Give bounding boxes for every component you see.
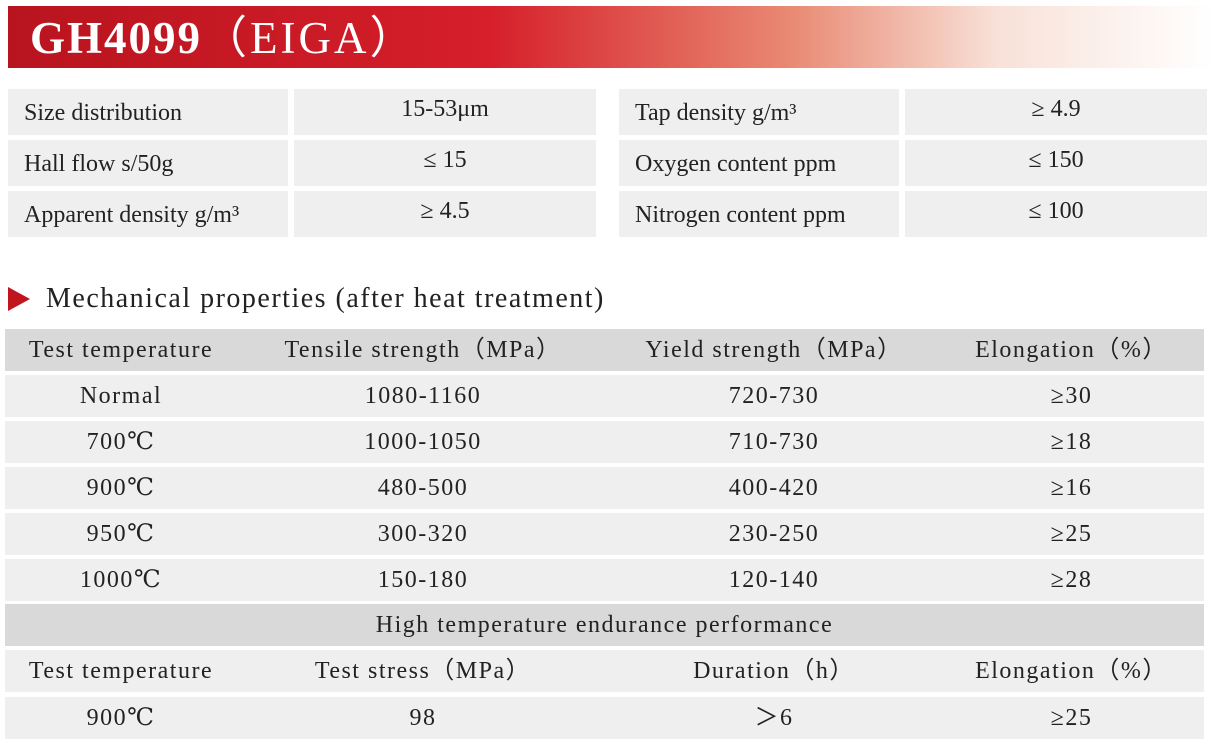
cell-yield: 120-140 bbox=[728, 567, 820, 593]
cell-yield: 710-730 bbox=[728, 429, 820, 455]
page-title: GH4099（EIGA） bbox=[30, 10, 417, 66]
cell-duration: ＞6 bbox=[754, 705, 794, 731]
table-row: 700℃ 1000-1050 710-730 ≥18 bbox=[5, 421, 1204, 463]
powder-value-apparent-density: ≥ 4.5 bbox=[294, 191, 596, 237]
cell-tensile: 480-500 bbox=[377, 475, 469, 501]
powder-label-tap-density: Tap density g/m³ bbox=[619, 89, 899, 135]
process-name: （EIGA） bbox=[202, 13, 418, 63]
powder-label-hall-flow: Hall flow s/50g bbox=[8, 140, 288, 186]
cell-elongation: ≥28 bbox=[1050, 567, 1093, 593]
endurance-title: High temperature endurance performance bbox=[375, 612, 834, 638]
product-name: GH4099 bbox=[30, 13, 203, 63]
cell-tensile: 1080-1160 bbox=[364, 383, 482, 409]
cell-temperature: Normal bbox=[79, 383, 163, 409]
header-elongation: Elongation（%） bbox=[975, 658, 1168, 684]
powder-label-nitrogen-content: Nitrogen content ppm bbox=[619, 191, 899, 237]
cell-elongation: ≥25 bbox=[1050, 705, 1093, 731]
header-elongation: Elongation（%） bbox=[975, 337, 1168, 363]
cell-yield: 230-250 bbox=[728, 521, 820, 547]
title-banner: GH4099（EIGA） bbox=[8, 6, 1214, 68]
powder-label-size-distribution: Size distribution bbox=[8, 89, 288, 135]
header-test-temperature: Test temperature bbox=[28, 658, 214, 684]
powder-label-apparent-density: Apparent density g/m³ bbox=[8, 191, 288, 237]
powder-value-oxygen-content: ≤ 150 bbox=[905, 140, 1207, 186]
table-row: 900℃ 98 ＞6 ≥25 bbox=[5, 697, 1204, 739]
cell-elongation: ≥16 bbox=[1050, 475, 1093, 501]
cell-tensile: 150-180 bbox=[377, 567, 469, 593]
cell-elongation: ≥18 bbox=[1050, 429, 1093, 455]
cell-temperature: 900℃ bbox=[86, 475, 156, 501]
powder-value-size-distribution: 15-53μm bbox=[294, 89, 596, 135]
cell-yield: 720-730 bbox=[728, 383, 820, 409]
endurance-title-row: High temperature endurance performance bbox=[5, 604, 1204, 646]
cell-temperature: 900℃ bbox=[86, 705, 156, 731]
powder-value-hall-flow: ≤ 15 bbox=[294, 140, 596, 186]
table-row: 950℃ 300-320 230-250 ≥25 bbox=[5, 513, 1204, 555]
header-test-stress: Test stress（MPa） bbox=[314, 658, 532, 684]
cell-temperature: 950℃ bbox=[86, 521, 156, 547]
cell-elongation: ≥30 bbox=[1050, 383, 1093, 409]
cell-tensile: 1000-1050 bbox=[364, 429, 482, 455]
cell-elongation: ≥25 bbox=[1050, 521, 1093, 547]
cell-temperature: 1000℃ bbox=[79, 567, 163, 593]
section-title: Mechanical properties (after heat treatm… bbox=[46, 283, 605, 314]
cell-temperature: 700℃ bbox=[86, 429, 156, 455]
mechanical-section-heading: Mechanical properties (after heat treatm… bbox=[8, 282, 605, 316]
cell-test-stress: 98 bbox=[409, 705, 437, 731]
table-row: Normal 1080-1160 720-730 ≥30 bbox=[5, 375, 1204, 417]
cell-tensile: 300-320 bbox=[377, 521, 469, 547]
table-row: 1000℃ 150-180 120-140 ≥28 bbox=[5, 559, 1204, 601]
powder-value-nitrogen-content: ≤ 100 bbox=[905, 191, 1207, 237]
header-tensile-strength: Tensile strength（MPa） bbox=[284, 337, 562, 363]
powder-value-tap-density: ≥ 4.9 bbox=[905, 89, 1207, 135]
cell-yield: 400-420 bbox=[728, 475, 820, 501]
triangle-bullet-icon bbox=[8, 287, 30, 311]
mechanical-header-row: Test temperature Tensile strength（MPa） Y… bbox=[5, 329, 1204, 371]
header-yield-strength: Yield strength（MPa） bbox=[645, 337, 903, 363]
header-test-temperature: Test temperature bbox=[28, 337, 214, 363]
table-row: 900℃ 480-500 400-420 ≥16 bbox=[5, 467, 1204, 509]
header-duration: Duration（h） bbox=[693, 658, 855, 684]
endurance-header-row: Test temperature Test stress（MPa） Durati… bbox=[5, 650, 1204, 692]
powder-label-oxygen-content: Oxygen content ppm bbox=[619, 140, 899, 186]
